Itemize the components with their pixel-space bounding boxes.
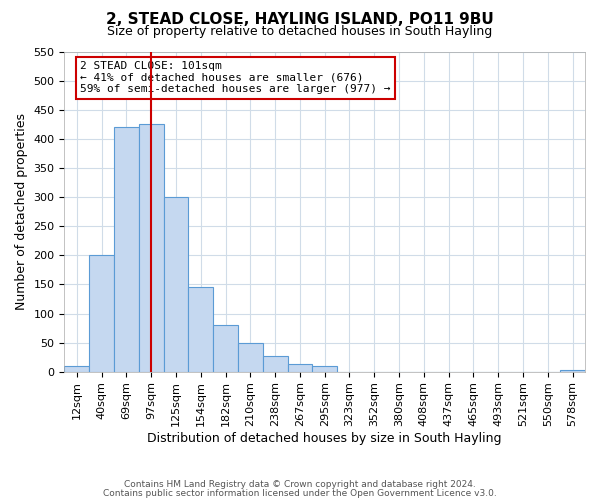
Text: Contains HM Land Registry data © Crown copyright and database right 2024.: Contains HM Land Registry data © Crown c… — [124, 480, 476, 489]
Bar — [213, 325, 238, 372]
Bar — [263, 356, 287, 372]
Bar — [188, 288, 213, 372]
Bar — [560, 370, 585, 372]
Text: Contains public sector information licensed under the Open Government Licence v3: Contains public sector information licen… — [103, 488, 497, 498]
Bar — [114, 127, 139, 372]
X-axis label: Distribution of detached houses by size in South Hayling: Distribution of detached houses by size … — [148, 432, 502, 445]
Bar — [313, 366, 337, 372]
Bar — [287, 364, 313, 372]
Bar — [238, 342, 263, 372]
Text: 2 STEAD CLOSE: 101sqm
← 41% of detached houses are smaller (676)
59% of semi-det: 2 STEAD CLOSE: 101sqm ← 41% of detached … — [80, 61, 391, 94]
Bar — [164, 197, 188, 372]
Text: 2, STEAD CLOSE, HAYLING ISLAND, PO11 9BU: 2, STEAD CLOSE, HAYLING ISLAND, PO11 9BU — [106, 12, 494, 28]
Bar — [64, 366, 89, 372]
Bar — [139, 124, 164, 372]
Text: Size of property relative to detached houses in South Hayling: Size of property relative to detached ho… — [107, 25, 493, 38]
Y-axis label: Number of detached properties: Number of detached properties — [15, 113, 28, 310]
Bar — [89, 256, 114, 372]
